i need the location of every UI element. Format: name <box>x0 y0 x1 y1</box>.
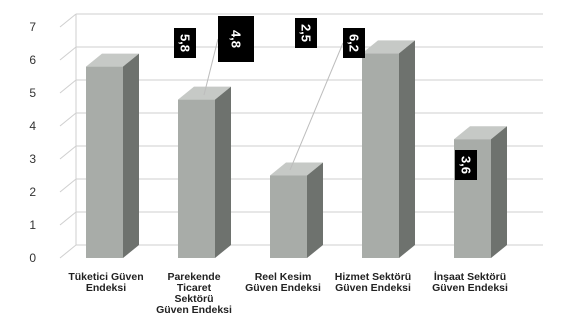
data-label-text: 2,5 <box>299 24 314 42</box>
data-label: 3,6 <box>455 150 477 180</box>
category-label: Reel Kesim Güven Endeksi <box>245 271 321 294</box>
grid-line-diagonal <box>59 46 77 61</box>
category-label: Tüketici Güven Endeksi <box>68 271 143 294</box>
category-label-line: Reel Kesim <box>255 271 312 283</box>
grid-line-diagonal <box>59 112 77 127</box>
bar-top-face <box>362 40 415 54</box>
y-tick-label: 4 <box>29 119 36 133</box>
data-label-text: 6,2 <box>347 34 362 52</box>
y-axis-ticks: 0 1 2 3 4 5 6 7 <box>29 20 36 265</box>
category-label-line: Tüketici Güven <box>68 271 143 283</box>
bar <box>454 126 507 258</box>
category-label-line: Sektörü <box>174 293 213 305</box>
grid-line-diagonal <box>59 211 77 226</box>
bar-side-face <box>491 126 507 258</box>
leader-line <box>289 42 344 171</box>
grid-line-diagonal <box>59 178 77 193</box>
bar-front-face <box>362 53 399 259</box>
grid-line-diagonal <box>59 79 77 94</box>
category-label: Hizmet Sektörü Güven Endeksi <box>335 271 411 294</box>
category-label-line: Parekende <box>167 271 220 283</box>
category-label-line: Hizmet Sektörü <box>335 271 411 283</box>
data-label-text: 5,8 <box>178 34 193 52</box>
label-leader-lines <box>203 38 344 171</box>
category-label-line: Güven Endeksi <box>335 282 411 294</box>
bar-top-face <box>270 162 323 176</box>
y-tick-label: 5 <box>29 86 36 100</box>
bar <box>86 53 139 258</box>
y-tick-label: 0 <box>29 251 36 265</box>
data-label-box <box>218 16 254 62</box>
data-label: 5,8 <box>174 28 196 58</box>
y-tick-label: 3 <box>29 152 36 166</box>
data-label-text: 3,6 <box>459 156 474 174</box>
category-label-line: Ticaret <box>177 282 212 294</box>
category-label: İnşaat Sektörü Güven Endeksi <box>432 270 508 294</box>
bar <box>178 86 231 258</box>
category-label-line: Güven Endeksi <box>245 282 321 294</box>
leader-line <box>203 38 219 96</box>
data-label-box <box>343 28 365 58</box>
data-label: 4,8 <box>218 16 254 62</box>
y-tick-label: 1 <box>29 218 36 232</box>
y-tick-label: 2 <box>29 185 36 199</box>
category-label-line: Güven Endeksi <box>432 282 508 294</box>
category-label-line: Endeksi <box>86 282 126 294</box>
category-labels: Tüketici Güven Endeksi Parekende Ticaret Sek… <box>68 270 508 316</box>
data-labels: 5,8 4,8 2,5 6,2 3,6 <box>174 16 477 180</box>
grid-line-diagonal <box>59 244 77 259</box>
bar-front-face <box>86 66 123 258</box>
data-label-box <box>174 28 196 58</box>
grid-line-diagonal <box>59 145 77 160</box>
bar <box>270 162 323 258</box>
bar-side-face <box>123 53 139 258</box>
data-label-text: 4,8 <box>229 30 244 48</box>
y-tick-label: 7 <box>29 20 36 34</box>
y-tick-label: 6 <box>29 53 36 67</box>
data-label-box <box>455 150 477 180</box>
data-label-box <box>295 18 317 48</box>
bar-front-face <box>270 175 307 258</box>
bar-side-face <box>399 40 415 259</box>
bar-front-face <box>178 99 215 258</box>
bar-side-face <box>307 162 323 258</box>
bar-side-face <box>215 86 231 258</box>
category-label-line: İnşaat Sektörü <box>434 270 506 283</box>
category-label-line: Güven Endeksi <box>156 304 232 316</box>
data-label: 2,5 <box>295 18 317 48</box>
bar-top-face <box>86 53 139 67</box>
bars <box>86 40 507 259</box>
category-label: Parekende Ticaret Sektörü Güven Endeksi <box>156 271 232 316</box>
bar-top-face <box>454 126 507 140</box>
bar <box>362 40 415 259</box>
grid-line-diagonal <box>59 13 77 28</box>
data-label: 6,2 <box>343 28 365 58</box>
